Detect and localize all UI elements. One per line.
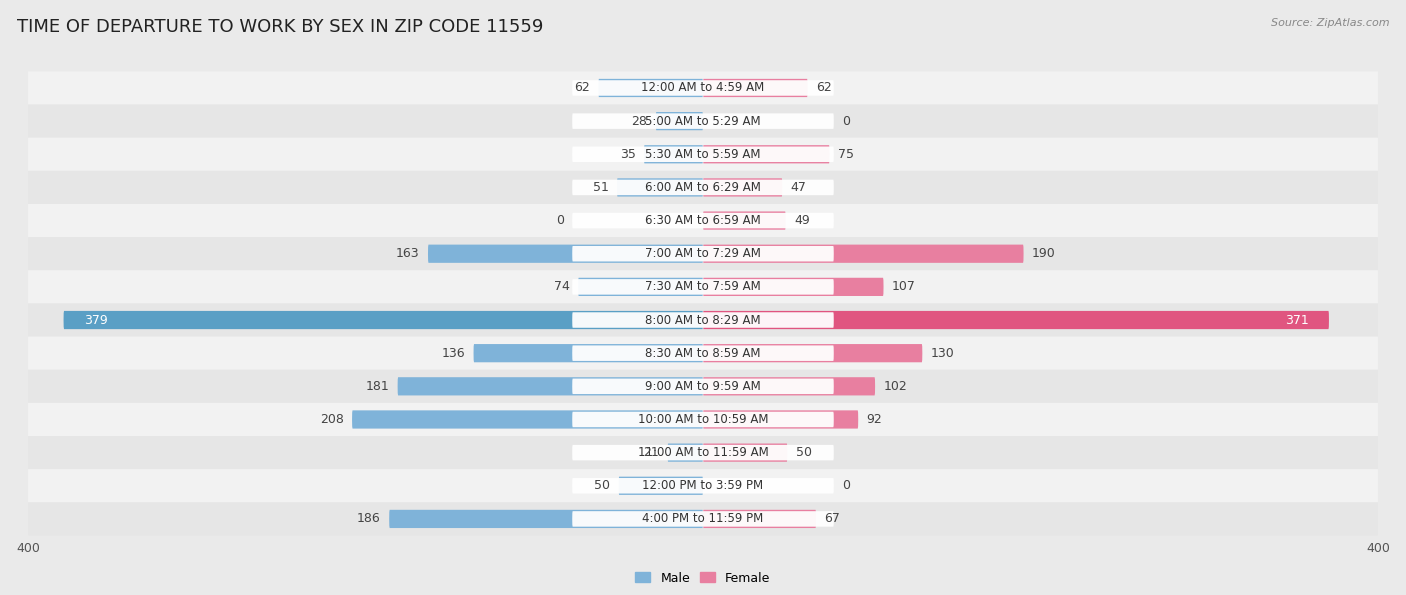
- FancyBboxPatch shape: [572, 312, 834, 328]
- FancyBboxPatch shape: [617, 178, 703, 196]
- Text: 10:00 AM to 10:59 AM: 10:00 AM to 10:59 AM: [638, 413, 768, 426]
- FancyBboxPatch shape: [703, 211, 786, 230]
- Text: 190: 190: [1032, 248, 1056, 260]
- FancyBboxPatch shape: [572, 478, 834, 493]
- Text: 186: 186: [357, 512, 381, 525]
- Text: 4:00 PM to 11:59 PM: 4:00 PM to 11:59 PM: [643, 512, 763, 525]
- FancyBboxPatch shape: [28, 502, 1378, 536]
- Text: 5:30 AM to 5:59 AM: 5:30 AM to 5:59 AM: [645, 148, 761, 161]
- Text: 50: 50: [796, 446, 811, 459]
- Text: 102: 102: [883, 380, 907, 393]
- FancyBboxPatch shape: [572, 180, 834, 195]
- FancyBboxPatch shape: [28, 204, 1378, 237]
- FancyBboxPatch shape: [703, 178, 782, 196]
- Text: 51: 51: [593, 181, 609, 194]
- Text: 6:00 AM to 6:29 AM: 6:00 AM to 6:29 AM: [645, 181, 761, 194]
- FancyBboxPatch shape: [703, 344, 922, 362]
- FancyBboxPatch shape: [703, 510, 815, 528]
- FancyBboxPatch shape: [668, 443, 703, 462]
- Text: 9:00 AM to 9:59 AM: 9:00 AM to 9:59 AM: [645, 380, 761, 393]
- Text: 49: 49: [794, 214, 810, 227]
- Text: 208: 208: [319, 413, 343, 426]
- Text: 21: 21: [644, 446, 659, 459]
- FancyBboxPatch shape: [599, 79, 703, 97]
- FancyBboxPatch shape: [28, 270, 1378, 303]
- Text: Source: ZipAtlas.com: Source: ZipAtlas.com: [1271, 18, 1389, 28]
- FancyBboxPatch shape: [572, 412, 834, 427]
- FancyBboxPatch shape: [572, 346, 834, 361]
- FancyBboxPatch shape: [572, 146, 834, 162]
- FancyBboxPatch shape: [703, 443, 787, 462]
- FancyBboxPatch shape: [352, 411, 703, 428]
- FancyBboxPatch shape: [28, 303, 1378, 337]
- FancyBboxPatch shape: [572, 114, 834, 129]
- Text: 136: 136: [441, 347, 465, 359]
- Text: 12:00 PM to 3:59 PM: 12:00 PM to 3:59 PM: [643, 480, 763, 492]
- Text: 107: 107: [891, 280, 915, 293]
- Text: 130: 130: [931, 347, 955, 359]
- Text: 7:30 AM to 7:59 AM: 7:30 AM to 7:59 AM: [645, 280, 761, 293]
- Text: 92: 92: [866, 413, 883, 426]
- FancyBboxPatch shape: [28, 71, 1378, 105]
- FancyBboxPatch shape: [572, 279, 834, 295]
- Text: 35: 35: [620, 148, 636, 161]
- FancyBboxPatch shape: [572, 445, 834, 461]
- FancyBboxPatch shape: [655, 112, 703, 130]
- Text: TIME OF DEPARTURE TO WORK BY SEX IN ZIP CODE 11559: TIME OF DEPARTURE TO WORK BY SEX IN ZIP …: [17, 18, 543, 36]
- FancyBboxPatch shape: [28, 436, 1378, 469]
- Text: 47: 47: [790, 181, 807, 194]
- Text: 62: 62: [815, 82, 832, 95]
- Text: 5:00 AM to 5:29 AM: 5:00 AM to 5:29 AM: [645, 115, 761, 127]
- FancyBboxPatch shape: [28, 237, 1378, 270]
- Text: 163: 163: [396, 248, 419, 260]
- Text: 0: 0: [842, 480, 851, 492]
- FancyBboxPatch shape: [474, 344, 703, 362]
- FancyBboxPatch shape: [703, 79, 807, 97]
- FancyBboxPatch shape: [644, 145, 703, 164]
- FancyBboxPatch shape: [28, 337, 1378, 369]
- Text: 6:30 AM to 6:59 AM: 6:30 AM to 6:59 AM: [645, 214, 761, 227]
- FancyBboxPatch shape: [703, 377, 875, 396]
- FancyBboxPatch shape: [703, 245, 1024, 263]
- FancyBboxPatch shape: [572, 246, 834, 261]
- Text: 0: 0: [842, 115, 851, 127]
- FancyBboxPatch shape: [703, 411, 858, 428]
- Text: 67: 67: [824, 512, 841, 525]
- Text: 8:00 AM to 8:29 AM: 8:00 AM to 8:29 AM: [645, 314, 761, 327]
- Text: 379: 379: [84, 314, 107, 327]
- FancyBboxPatch shape: [398, 377, 703, 396]
- Text: 371: 371: [1285, 314, 1309, 327]
- FancyBboxPatch shape: [63, 311, 703, 329]
- Text: 62: 62: [574, 82, 591, 95]
- Text: 75: 75: [838, 148, 853, 161]
- Text: 11:00 AM to 11:59 AM: 11:00 AM to 11:59 AM: [638, 446, 768, 459]
- Text: 12:00 AM to 4:59 AM: 12:00 AM to 4:59 AM: [641, 82, 765, 95]
- FancyBboxPatch shape: [703, 278, 883, 296]
- Text: 8:30 AM to 8:59 AM: 8:30 AM to 8:59 AM: [645, 347, 761, 359]
- FancyBboxPatch shape: [28, 171, 1378, 204]
- FancyBboxPatch shape: [28, 105, 1378, 137]
- Text: 181: 181: [366, 380, 389, 393]
- FancyBboxPatch shape: [28, 403, 1378, 436]
- FancyBboxPatch shape: [572, 80, 834, 96]
- Text: 28: 28: [631, 115, 647, 127]
- FancyBboxPatch shape: [572, 378, 834, 394]
- FancyBboxPatch shape: [703, 311, 1329, 329]
- FancyBboxPatch shape: [572, 213, 834, 228]
- Text: 7:00 AM to 7:29 AM: 7:00 AM to 7:29 AM: [645, 248, 761, 260]
- FancyBboxPatch shape: [28, 469, 1378, 502]
- Legend: Male, Female: Male, Female: [630, 566, 776, 590]
- Text: 0: 0: [555, 214, 564, 227]
- FancyBboxPatch shape: [703, 145, 830, 164]
- FancyBboxPatch shape: [28, 369, 1378, 403]
- FancyBboxPatch shape: [619, 477, 703, 495]
- FancyBboxPatch shape: [578, 278, 703, 296]
- Text: 74: 74: [554, 280, 569, 293]
- FancyBboxPatch shape: [572, 511, 834, 527]
- FancyBboxPatch shape: [389, 510, 703, 528]
- FancyBboxPatch shape: [28, 137, 1378, 171]
- FancyBboxPatch shape: [427, 245, 703, 263]
- Text: 50: 50: [595, 480, 610, 492]
